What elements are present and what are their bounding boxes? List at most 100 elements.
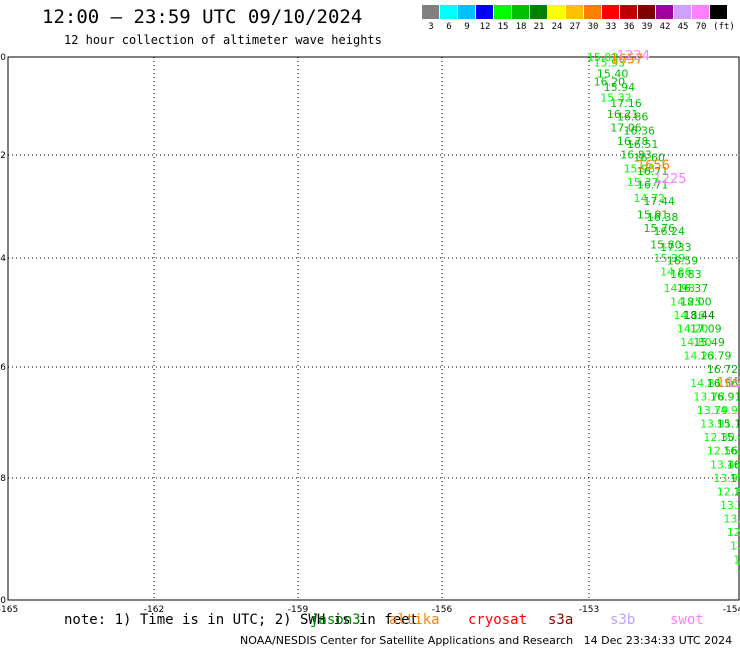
legend-label: 15	[497, 22, 509, 32]
legend-label: 24	[551, 22, 563, 32]
data-label-jason3: 16.60	[634, 151, 666, 164]
data-label-jason3: 12.10	[733, 553, 740, 566]
data-label-jason3: 15.49	[693, 336, 725, 349]
data-label-altika: 1655	[717, 376, 740, 391]
legend-swatch	[422, 5, 439, 19]
legend-swatch	[692, 5, 709, 19]
data-label-jason3: 15.76	[644, 222, 676, 235]
data-label-jason3: 15.42	[720, 431, 740, 444]
legend-swatch	[494, 5, 511, 19]
data-label-jason3: 13.78	[693, 390, 725, 403]
data-label-jason3: 12.30	[703, 431, 735, 444]
legend-label: 39	[641, 22, 653, 32]
x-tick-label: -153	[579, 605, 599, 615]
data-label-jason3: 17.16	[610, 97, 642, 110]
data-label-jason3: 16.36	[624, 124, 656, 137]
data-label-jason3: 16.71	[637, 165, 669, 178]
data-label-jason3: 12.56	[707, 445, 739, 458]
data-label-jason3: 16.56	[707, 377, 739, 390]
data-label-jason3: 16.20	[594, 75, 626, 88]
legend-swatch	[620, 5, 637, 19]
legend-label: 9	[464, 22, 470, 32]
data-label-swot: 1224	[617, 49, 650, 64]
data-label-jason3: 16.51	[627, 138, 659, 151]
data-label-jason3: 16.71	[637, 179, 669, 192]
chart-subtitle: 12 hour collection of altimeter wave hei…	[64, 33, 382, 47]
data-label-jason3: 12.90	[727, 526, 740, 539]
data-label-altika: 1656	[637, 159, 670, 174]
data-label-jason3: 16.78	[617, 135, 649, 148]
legend-label: 45	[677, 22, 689, 32]
data-label-jason3: 16.91	[710, 390, 740, 403]
legend-swatch	[638, 5, 655, 19]
footer-credit: NOAA/NESDIS Center for Satellite Applica…	[240, 634, 733, 647]
y-tick-label: -58	[0, 474, 6, 484]
x-tick-label: -162	[144, 605, 164, 615]
data-label-jason3: 16.42	[733, 485, 740, 498]
data-label-jason3: 16.72	[707, 363, 739, 376]
data-label-jason3: 12.84	[730, 540, 740, 553]
data-label-jason3: 15.39	[653, 252, 685, 265]
data-label-jason3: 14.81	[690, 377, 722, 390]
legend-label: 27	[569, 22, 581, 32]
x-tick-label: -154	[723, 605, 740, 615]
y-tick-label: -50	[0, 53, 6, 63]
legend-label: 12	[479, 22, 491, 32]
legend-swatch	[566, 5, 583, 19]
data-label-jason3: 15.11	[717, 418, 740, 431]
data-label-jason3: 16.24	[653, 225, 685, 238]
data-label-jason3: 14.91	[713, 404, 740, 417]
data-label-jason3: 15.91	[637, 208, 669, 221]
data-label-jason3: 15.40	[597, 67, 629, 80]
legend-swatch	[458, 5, 475, 19]
data-label-jason3: 13.38	[720, 499, 740, 512]
data-label-jason3: 14.25	[670, 295, 702, 308]
data-label-jason3: 15.24	[730, 472, 740, 485]
data-label-jason3: 15.93	[594, 56, 626, 69]
legend-label: 30	[587, 22, 599, 32]
data-label-jason3: 12.17	[737, 561, 740, 574]
legend-swatch	[440, 5, 457, 19]
legend-swatch	[602, 5, 619, 19]
y-tick-label: -52	[0, 151, 6, 161]
data-label-jason3: 16.59	[723, 445, 740, 458]
legend-swatch	[584, 5, 601, 19]
legend-swatch	[512, 5, 529, 19]
legend-swatch	[530, 5, 547, 19]
data-label-jason3: 15.32	[600, 92, 632, 105]
data-label-jason3: 16.79	[700, 350, 732, 363]
mission-label-jason3: jason3	[310, 612, 361, 628]
legend-unit: (ft)	[713, 22, 735, 32]
legend-swatch	[476, 5, 493, 19]
data-label-jason3: 14.23	[683, 350, 715, 363]
data-label-jason3: 15.94	[604, 81, 636, 94]
data-label-jason3: 12.25	[717, 485, 740, 498]
data-label-jason3: 17.06	[610, 122, 642, 135]
legend-swatch	[710, 5, 727, 19]
mission-label-cryosat: cryosat	[468, 612, 528, 628]
data-label-jason3: 14.86	[660, 265, 692, 278]
data-label-jason3: 13.48	[710, 458, 740, 471]
data-label-jason3: 13.22	[723, 513, 740, 526]
mission-label-s3a: s3a	[548, 612, 574, 628]
mission-label-altika: altika	[389, 612, 440, 628]
data-label-jason3: 17.33	[660, 241, 692, 254]
data-label-jason3: 15.03	[587, 51, 619, 64]
legend-label: 33	[605, 22, 617, 32]
data-label-jason3: 13.79	[697, 404, 729, 417]
x-tick-label: -156	[432, 605, 453, 615]
data-label-jason3: 14.72	[634, 192, 666, 205]
legend-label: 42	[659, 22, 671, 32]
plot-frame	[7, 56, 740, 601]
data-label-jason3: 16.25	[737, 499, 740, 512]
data-label-jason3: 14.80	[680, 336, 712, 349]
data-label-jason3: 14.20	[677, 323, 709, 336]
legend-swatch	[656, 5, 673, 19]
data-label-jason3: 16.21	[607, 108, 639, 121]
mission-label-swot: swot	[670, 612, 704, 628]
y-tick-label: -54	[0, 254, 6, 264]
data-label-jason3: 16.51	[727, 458, 740, 471]
data-label-jason3: 15.98	[624, 162, 656, 175]
data-label-jason3: 14.16	[673, 309, 705, 322]
data-label-jason3: 18.44	[683, 309, 715, 322]
